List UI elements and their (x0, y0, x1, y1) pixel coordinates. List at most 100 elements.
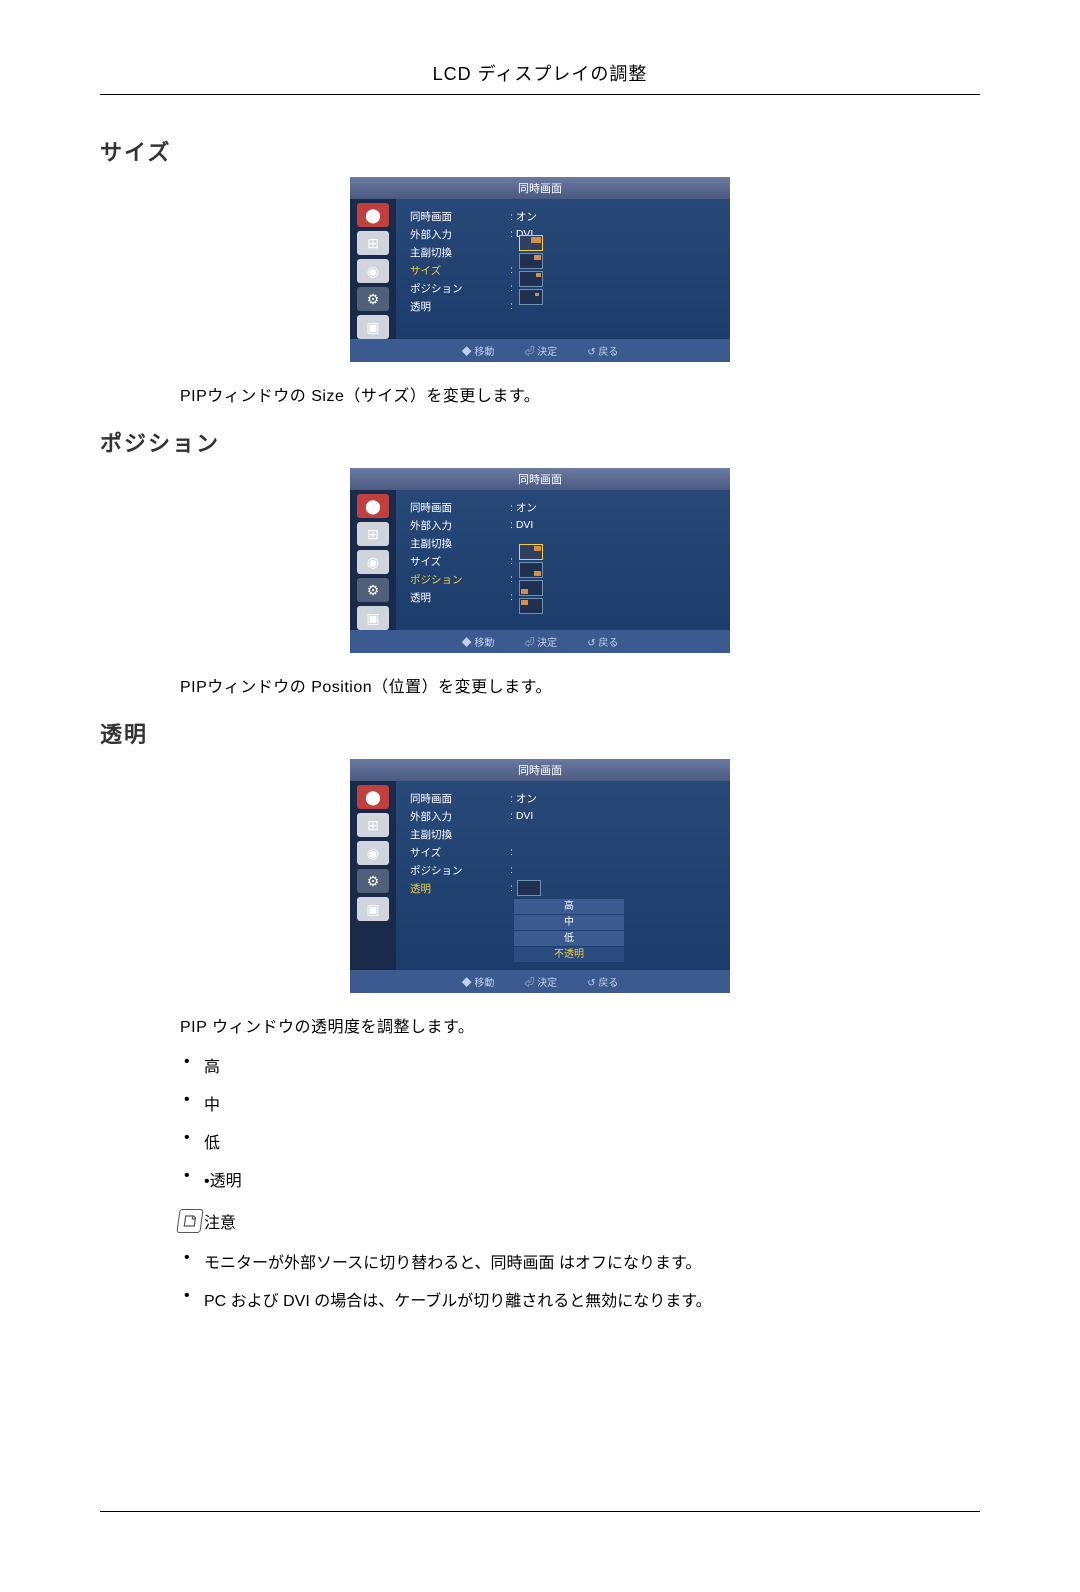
input-icon: ⊞ (357, 813, 389, 837)
trans-opt: 低 (514, 931, 624, 946)
heading-size: サイズ (100, 135, 980, 167)
settings-icon: ⚙ (357, 578, 389, 602)
osd-item-value: : オン (510, 500, 730, 515)
notice-list: モニターが外部ソースに切り替わると、同時画面 はオフになります。 PC および … (180, 1249, 980, 1311)
swap-icon: ◉ (357, 550, 389, 574)
list-item: モニターが外部ソースに切り替わると、同時画面 はオフになります。 (180, 1249, 980, 1273)
osd-item-label: サイズ (410, 554, 510, 569)
picture-icon: ⬤ (357, 203, 389, 227)
osd-item-label: 同時画面 (410, 500, 510, 515)
list-item: •透明 (180, 1167, 980, 1191)
picture-icon: ⬤ (357, 494, 389, 518)
osd-hint-back: ↺ 戻る (587, 974, 618, 989)
osd-item-label: 同時画面 (410, 791, 510, 806)
osd-item-label: 主副切換 (410, 827, 510, 842)
pos-thumb (519, 580, 543, 596)
info-icon: ▣ (357, 606, 389, 630)
osd-item-label: 透明 (410, 299, 510, 314)
swap-icon: ◉ (357, 259, 389, 283)
osd-item-label: 外部入力 (410, 227, 510, 242)
pos-thumb (519, 562, 543, 578)
info-icon: ▣ (357, 897, 389, 921)
osd-item-label: 同時画面 (410, 209, 510, 224)
desc-transparency: PIP ウィンドウの透明度を調整します。 (180, 1013, 980, 1037)
osd-item-label: ポジション (410, 281, 510, 296)
size-thumb (519, 289, 543, 305)
pos-thumb (519, 598, 543, 614)
osd-menu: 同時画面: オン 外部入力: DVI 主副切換 サイズ: ポジション : (396, 490, 730, 630)
osd-item-value: : オン (510, 791, 730, 806)
list-item: 中 (180, 1091, 980, 1115)
osd-hint-enter: ⏎ 決定 (524, 974, 557, 989)
osd-footer: ◆ 移動 ⏎ 決定 ↺ 戻る (350, 970, 730, 993)
notice-label: 注意 (204, 1209, 236, 1233)
osd-item-label: 主副切換 (410, 245, 510, 260)
trans-opt: 中 (514, 915, 624, 930)
osd-icon-column: ⬤ ⊞ ◉ ⚙ ▣ (350, 490, 396, 630)
transparency-options: 高 中 低 不透明 (514, 899, 730, 962)
settings-icon: ⚙ (357, 869, 389, 893)
osd-colon: : (510, 573, 513, 585)
osd-item-label: 外部入力 (410, 809, 510, 824)
osd-item-label: 外部入力 (410, 518, 510, 533)
osd-menu: 同時画面: オン 外部入力: DVI 主副切換 サイズ: ポジション: 透明 :… (396, 781, 730, 970)
osd-item-value: : オン (510, 209, 730, 224)
note-icon (176, 1209, 203, 1233)
input-icon: ⊞ (357, 231, 389, 255)
osd-title: 同時画面 (350, 468, 730, 490)
info-icon: ▣ (357, 315, 389, 339)
trans-opt: 不透明 (514, 947, 624, 962)
osd-hint-enter: ⏎ 決定 (524, 343, 557, 358)
position-thumbnails (519, 544, 543, 614)
osd-icon-column: ⬤ ⊞ ◉ ⚙ ▣ (350, 199, 396, 339)
osd-item-value: : (510, 846, 730, 858)
size-thumb (519, 271, 543, 287)
list-item: 低 (180, 1129, 980, 1153)
osd-colon: : (510, 882, 513, 894)
osd-hint-back: ↺ 戻る (587, 634, 618, 649)
trans-opt: 高 (514, 899, 624, 914)
osd-item-value: : (510, 591, 730, 603)
pos-thumb (519, 544, 543, 560)
footer-divider (100, 1511, 980, 1512)
notice-heading: 注意 (178, 1209, 980, 1233)
page-header-title: LCD ディスプレイの調整 (100, 60, 980, 95)
swap-icon: ◉ (357, 841, 389, 865)
osd-hint-enter: ⏎ 決定 (524, 634, 557, 649)
osd-footer: ◆ 移動 ⏎ 決定 ↺ 戻る (350, 630, 730, 653)
osd-colon: : (510, 264, 513, 276)
desc-position: PIPウィンドウの Position（位置）を変更します。 (180, 673, 980, 697)
desc-size: PIPウィンドウの Size（サイズ）を変更します。 (180, 382, 980, 406)
list-item: 高 (180, 1053, 980, 1077)
osd-hint-move: ◆ 移動 (462, 634, 495, 649)
osd-item-value: : DVI (510, 519, 730, 531)
page: LCD ディスプレイの調整 サイズ 同時画面 ⬤ ⊞ ◉ ⚙ ▣ 同時画面: オ… (0, 0, 1080, 1592)
level-list: 高 中 低 •透明 (180, 1053, 980, 1191)
osd-hint-back: ↺ 戻る (587, 343, 618, 358)
osd-item-value: : (510, 282, 730, 294)
size-thumbnails (519, 235, 543, 305)
osd-item-value: : (510, 864, 730, 876)
osd-screenshot-size: 同時画面 ⬤ ⊞ ◉ ⚙ ▣ 同時画面: オン 外部入力: DVI 主副切換 サ… (100, 177, 980, 362)
osd-item-label: サイズ (410, 845, 510, 860)
osd-item-value: : DVI (510, 810, 730, 822)
picture-icon: ⬤ (357, 785, 389, 809)
size-thumb (519, 235, 543, 251)
settings-icon: ⚙ (357, 287, 389, 311)
osd-item-label: 透明 (410, 590, 510, 605)
osd-icon-column: ⬤ ⊞ ◉ ⚙ ▣ (350, 781, 396, 970)
osd-item-value: : (510, 300, 730, 312)
osd-menu: 同時画面: オン 外部入力: DVI 主副切換 サイズ : (396, 199, 730, 339)
osd-item-label: ポジション (410, 863, 510, 878)
size-thumb (519, 253, 543, 269)
input-icon: ⊞ (357, 522, 389, 546)
list-item: PC および DVI の場合は、ケーブルが切り離されると無効になります。 (180, 1287, 980, 1311)
osd-item-label: ポジション (410, 572, 510, 587)
osd-title: 同時画面 (350, 177, 730, 199)
osd-screenshot-position: 同時画面 ⬤ ⊞ ◉ ⚙ ▣ 同時画面: オン 外部入力: DVI 主副切換 サ… (100, 468, 980, 653)
osd-title: 同時画面 (350, 759, 730, 781)
heading-transparency: 透明 (100, 717, 980, 749)
heading-position: ポジション (100, 426, 980, 458)
osd-footer: ◆ 移動 ⏎ 決定 ↺ 戻る (350, 339, 730, 362)
osd-hint-move: ◆ 移動 (462, 974, 495, 989)
